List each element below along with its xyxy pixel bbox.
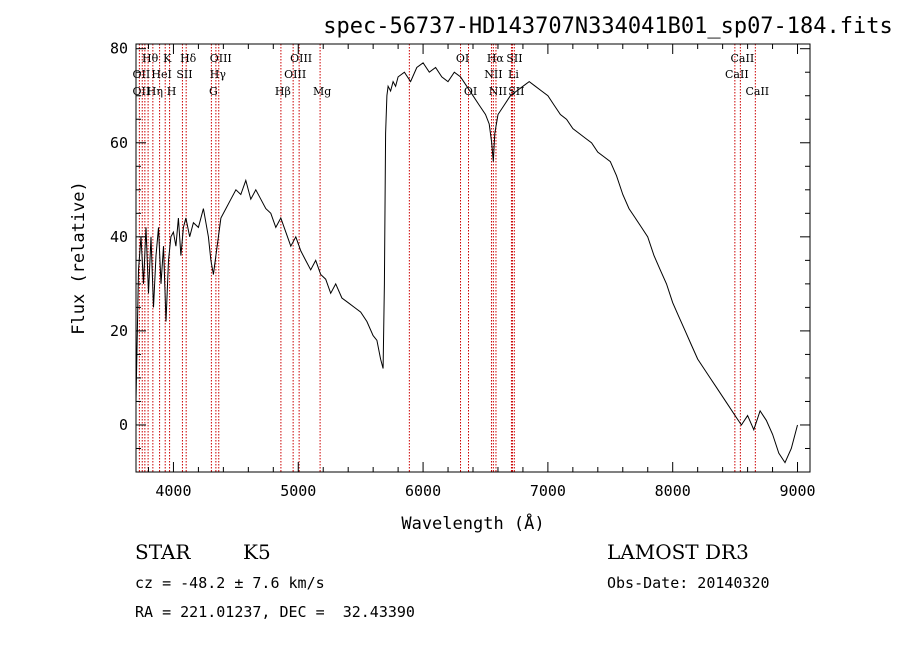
- line-label: CaII: [745, 85, 769, 98]
- line-label: H: [167, 85, 177, 98]
- line-label: CaII: [725, 68, 749, 81]
- coords-label: RA = 221.01237, DEC = 32.43390: [135, 603, 415, 621]
- line-label: OIII: [284, 68, 306, 81]
- line-label: CaII: [731, 52, 755, 65]
- line-label: Hγ: [210, 68, 227, 81]
- x-tick-label: 7000: [530, 482, 566, 500]
- line-label: SII: [508, 85, 524, 98]
- line-label: Hη: [147, 85, 163, 98]
- line-label: NII: [489, 85, 507, 98]
- obs-date-label: Obs-Date: 20140320: [607, 574, 770, 592]
- line-label: K: [163, 52, 172, 65]
- x-tick-label: 5000: [280, 482, 316, 500]
- x-axis-label: Wavelength (Å): [401, 512, 544, 534]
- line-label: SII: [176, 68, 192, 81]
- y-tick-label: 60: [110, 134, 128, 152]
- line-label: Hθ: [142, 52, 159, 65]
- line-label: Hβ: [275, 85, 291, 98]
- y-tick-label: 20: [110, 322, 128, 340]
- line-label: Hα: [487, 52, 505, 65]
- line-label: HeI: [151, 68, 171, 81]
- redshift-label: cz = -48.2 ± 7.6 km/s: [135, 574, 325, 592]
- line-label: OII: [133, 68, 151, 81]
- y-tick-label: 0: [119, 416, 128, 434]
- line-label: SII: [506, 52, 522, 65]
- line-label: NII: [484, 68, 502, 81]
- spectrum-line: [135, 62, 798, 464]
- chart-title: spec-56737-HD143707N334041B01_sp07-184.f…: [323, 14, 893, 39]
- line-label: OIII: [290, 52, 312, 65]
- line-label: OI: [456, 52, 469, 65]
- x-tick-label: 9000: [779, 482, 815, 500]
- line-label: G: [209, 85, 218, 98]
- x-tick-label: 8000: [655, 482, 691, 500]
- line-label: Mg: [313, 85, 331, 98]
- line-label: OIII: [210, 52, 232, 65]
- plot-frame: [135, 43, 811, 473]
- subclass-label: K5: [243, 540, 271, 564]
- line-label: Li: [508, 68, 519, 81]
- object-class-label: STAR: [135, 540, 191, 564]
- line-label: Hδ: [180, 52, 197, 65]
- y-axis-label: Flux (relative): [69, 181, 89, 335]
- line-label: OI: [464, 85, 477, 98]
- survey-label: LAMOST DR3: [607, 540, 749, 564]
- line-label: OII: [133, 85, 151, 98]
- y-tick-label: 40: [110, 228, 128, 246]
- x-tick-label: 4000: [155, 482, 191, 500]
- y-tick-label: 80: [110, 40, 128, 58]
- x-tick-label: 6000: [405, 482, 441, 500]
